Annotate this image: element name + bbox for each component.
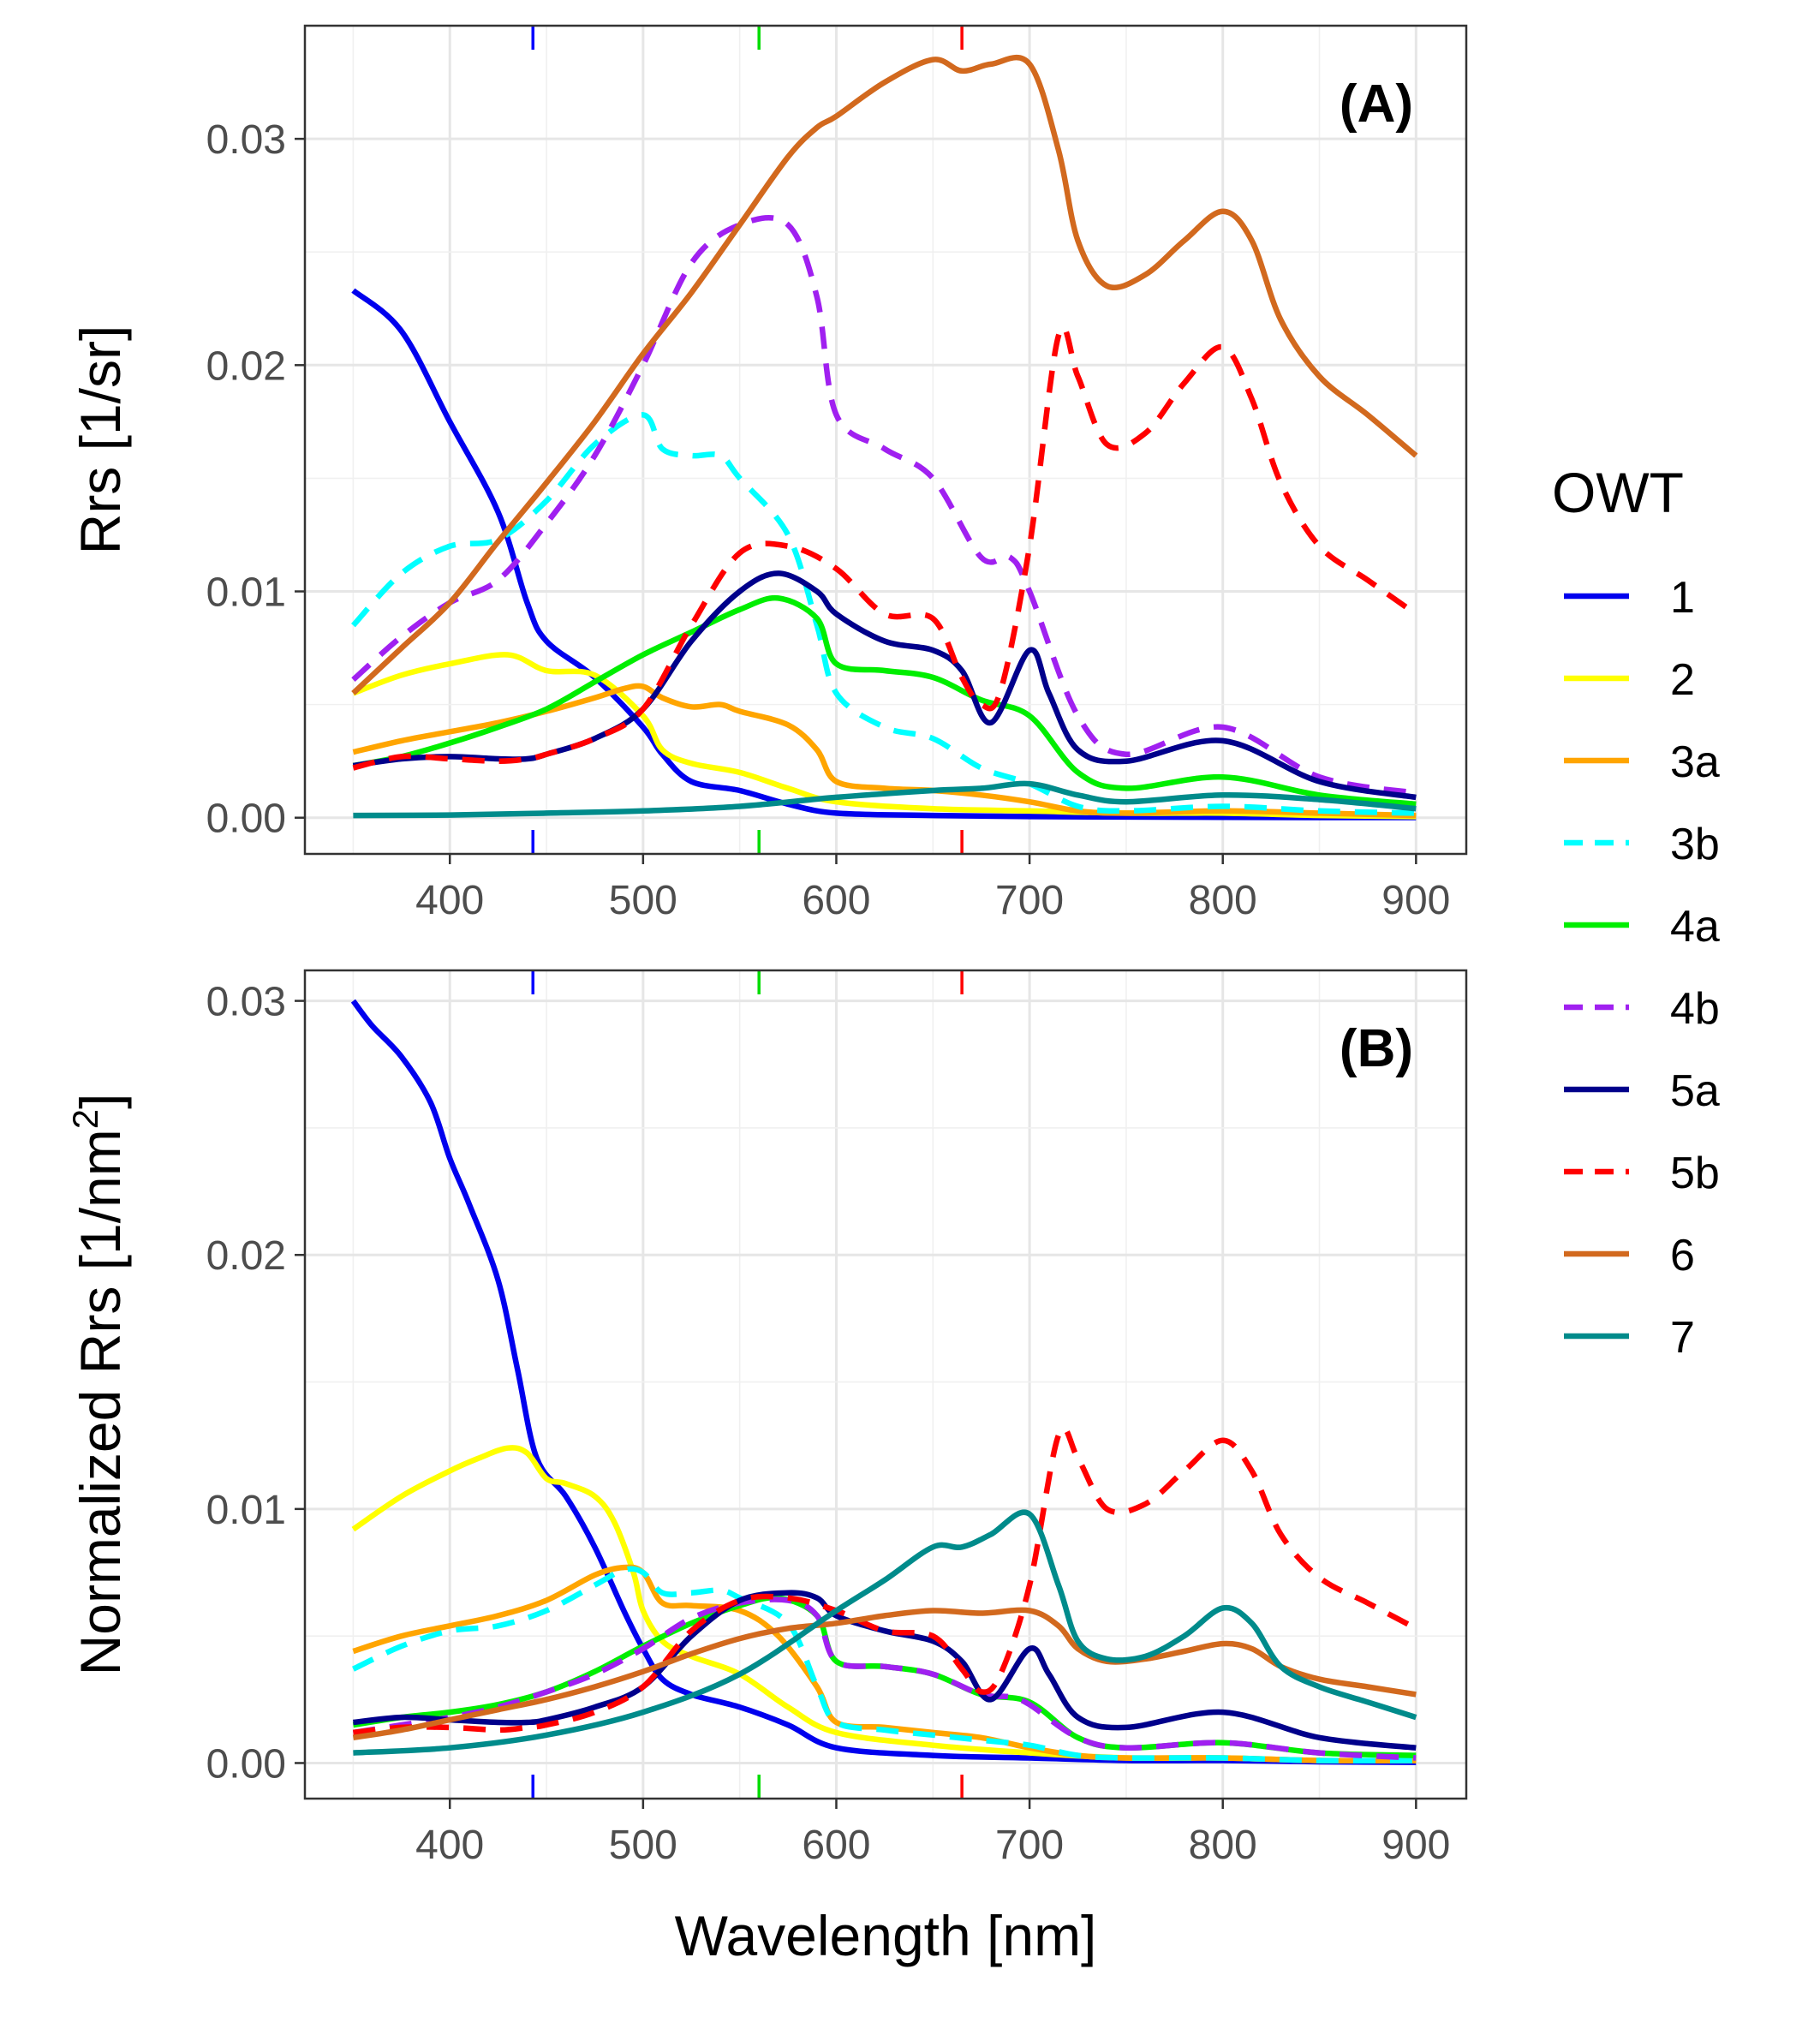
series-group	[351, 54, 1418, 821]
series-group	[350, 999, 1417, 1765]
legend-label-4a: 4a	[1670, 902, 1720, 952]
legend-label-1: 1	[1670, 573, 1695, 623]
series-line-6	[351, 54, 1418, 695]
y-tick-label: 0.03	[206, 980, 286, 1025]
y-tick-label: 0.00	[206, 1741, 286, 1787]
band-markers	[531, 26, 964, 854]
series-line-7	[353, 780, 1417, 819]
x-axis-title: Wavelength [nm]	[675, 1904, 1097, 1967]
series-line-6	[352, 1607, 1417, 1741]
x-tick-label: 800	[1189, 1823, 1257, 1868]
x-tick-label: 600	[802, 878, 870, 923]
x-tick-label: 400	[415, 878, 484, 923]
panel-b: 400 500 600 700 800 900 0.00 0.01 0.02 0.03 (B) Nor…	[65, 969, 1468, 1967]
series-line-4b	[351, 214, 1417, 796]
x-tick-label: 700	[995, 1823, 1064, 1868]
grid	[305, 970, 1466, 1799]
legend: OWT 1 2 3a 3b 4a 4b 5a 5b 6 7	[1552, 461, 1720, 1363]
series-line-1	[351, 288, 1417, 821]
series-line-5b	[353, 1425, 1417, 1736]
x-axis: 400 500 600 700 800 900	[415, 1799, 1450, 1868]
series-line-5b	[352, 325, 1418, 771]
y-axis-title-suffix: ]	[69, 1094, 132, 1109]
x-tick-label: 700	[995, 878, 1064, 923]
panel-a: 400 500 600 700 800 900 0.00 0.01 0.02 0.03 (A) Rrs…	[69, 24, 1468, 923]
legend-label-5a: 5a	[1670, 1066, 1720, 1116]
x-axis: 400 500 600 700 800 900	[415, 854, 1450, 923]
legend-label-6: 6	[1670, 1231, 1695, 1280]
y-axis-title: Normalized Rrs [1/nm2]	[65, 1094, 132, 1676]
x-tick-label: 400	[415, 1823, 484, 1868]
x-tick-label: 800	[1189, 878, 1257, 923]
y-axis-title-main: Normalized Rrs [1/nm	[69, 1129, 132, 1675]
legend-label-2: 2	[1670, 655, 1695, 705]
y-tick-label: 0.01	[206, 1488, 286, 1533]
series-line-3b	[351, 412, 1417, 816]
series-line-4b	[352, 1596, 1417, 1761]
y-tick-label: 0.02	[206, 343, 286, 389]
x-tick-label: 500	[609, 878, 677, 923]
legend-label-3a: 3a	[1670, 737, 1720, 787]
y-axis-title-superscript: 2	[65, 1109, 105, 1129]
legend-label-4b: 4b	[1670, 984, 1720, 1034]
series-line-5a	[353, 1590, 1417, 1751]
panel-border	[303, 969, 1468, 1800]
y-axis-title: Rrs [1/sr]	[69, 325, 132, 555]
series-line-5a	[352, 570, 1417, 801]
y-axis: 0.00 0.01 0.02 0.03	[206, 980, 305, 1787]
y-axis-title-main: Rrs [1/sr]	[69, 325, 132, 555]
x-tick-label: 900	[1381, 878, 1450, 923]
panel-tag: (B)	[1340, 1019, 1413, 1078]
x-tick-label: 900	[1381, 1823, 1450, 1868]
y-axis: 0.00 0.01 0.02 0.03	[206, 117, 305, 842]
series-line-4a	[352, 594, 1417, 808]
plot-area	[305, 26, 1466, 854]
band-markers	[531, 970, 964, 1799]
y-tick-label: 0.00	[206, 797, 286, 842]
legend-title: OWT	[1552, 461, 1684, 524]
series-line-3b	[352, 1566, 1417, 1763]
y-tick-label: 0.01	[206, 570, 286, 616]
y-tick-label: 0.03	[206, 117, 286, 163]
y-tick-label: 0.02	[206, 1233, 286, 1279]
series-line-7	[353, 1509, 1417, 1756]
x-tick-label: 600	[802, 1823, 870, 1868]
legend-label-3b: 3b	[1670, 820, 1720, 869]
x-tick-label: 500	[609, 1823, 677, 1868]
panel-border	[303, 24, 1468, 856]
legend-label-5b: 5b	[1670, 1149, 1720, 1198]
series-line-3a	[352, 1564, 1417, 1763]
panel-tag: (A)	[1340, 75, 1413, 134]
legend-label-7: 7	[1670, 1313, 1695, 1363]
